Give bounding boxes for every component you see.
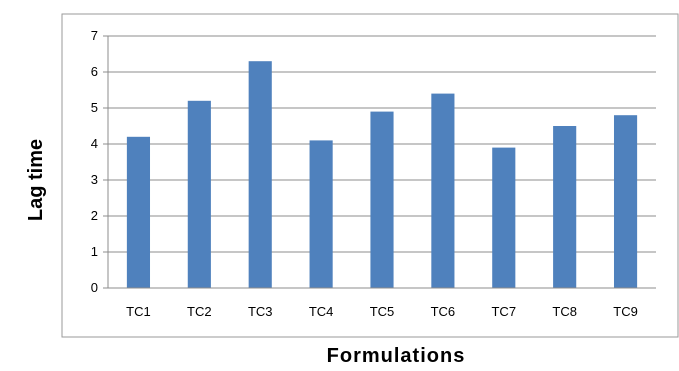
y-tick-label: 6 bbox=[91, 64, 98, 79]
bar-tc4 bbox=[309, 140, 333, 288]
y-tick-label: 0 bbox=[91, 280, 98, 295]
bar-tc1 bbox=[126, 136, 151, 288]
bar-tc9 bbox=[613, 115, 638, 288]
x-tick-label: TC3 bbox=[248, 304, 273, 319]
x-tick-label: TC6 bbox=[431, 304, 456, 319]
bar-tc5 bbox=[370, 111, 394, 288]
x-tick-label: TC1 bbox=[126, 304, 151, 319]
bar-tc7 bbox=[492, 147, 516, 288]
y-tick-label: 2 bbox=[91, 208, 98, 223]
bar-tc6 bbox=[431, 93, 455, 288]
x-tick-label: TC5 bbox=[370, 304, 395, 319]
x-tick-label: TC2 bbox=[187, 304, 212, 319]
x-tick-labels: TC1 TC2 TC3 TC4 TC5 TC6 TC7 TC8 TC9 bbox=[126, 304, 638, 319]
y-tick-label: 4 bbox=[91, 136, 98, 151]
axes bbox=[103, 35, 656, 289]
y-tick-label: 3 bbox=[91, 172, 98, 187]
x-tick-label: TC9 bbox=[613, 304, 638, 319]
y-tick-labels: 0 1 2 3 4 5 6 7 bbox=[91, 28, 98, 295]
x-tick-label: TC4 bbox=[309, 304, 334, 319]
bar-tc3 bbox=[248, 61, 272, 289]
y-tick-label: 7 bbox=[91, 28, 98, 43]
x-tick-label: TC7 bbox=[491, 304, 516, 319]
bar-tc2 bbox=[187, 100, 211, 288]
y-tick-label: 5 bbox=[91, 100, 98, 115]
bars bbox=[126, 61, 638, 289]
y-axis-label: Lag time bbox=[25, 139, 47, 221]
x-tick-label: TC8 bbox=[552, 304, 577, 319]
bar-tc8 bbox=[553, 126, 577, 288]
x-axis-label: Formulations bbox=[327, 345, 466, 366]
chart-frame bbox=[61, 13, 679, 338]
y-tick-label: 1 bbox=[91, 244, 98, 259]
